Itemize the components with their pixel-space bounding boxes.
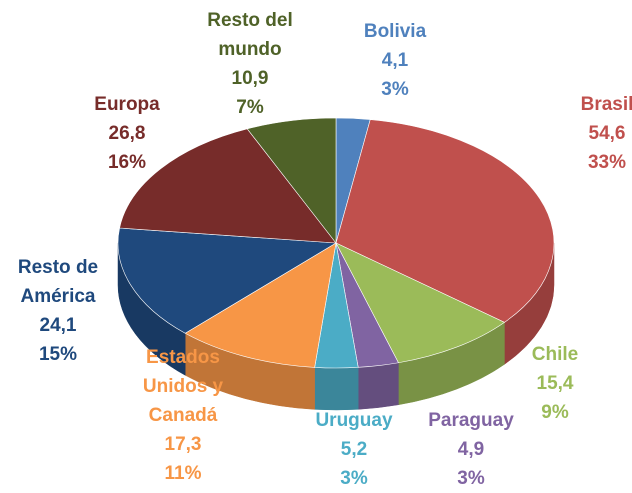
slice-label: Resto de América 24,1 15% [3,253,113,369]
share-label: 16% [107,152,147,173]
share-label: 9% [541,402,569,423]
category: Estados Unidos y Canadá [142,347,224,426]
category: Paraguay [428,410,514,431]
category: Chile [531,344,579,365]
category: Europa [94,94,160,115]
slice [335,119,555,323]
share-label: 15% [38,344,78,365]
value-label: 5,2 [340,439,368,460]
category: Resto del mundo [207,10,293,60]
value-label: 4,9 [457,439,485,460]
slice-side [314,367,359,411]
slice-label: Estados Unidos y Canadá 17,3 11% [128,343,238,488]
value-label: 26,8 [108,123,146,144]
share-label: 3% [340,468,368,489]
slice-label: Brasil 54,6 33% [557,90,632,177]
slice [119,128,337,244]
slice [184,242,337,368]
value-label: 15,4 [536,373,574,394]
slice-label: Uruguay 5,2 3% [294,406,414,493]
category: Brasil [580,94,632,115]
category: Resto de América [17,257,99,307]
value-label: 24,1 [39,315,77,336]
share-label: 7% [236,97,264,118]
value-label: 10,9 [231,68,269,89]
slice-label: Chile 15,4 9% [505,340,605,427]
slice-label: Bolivia 4,1 3% [325,17,465,104]
category: Uruguay [315,410,393,431]
slice-side [357,362,399,410]
share-label: 3% [381,79,409,100]
slice-label: Paraguay 4,9 3% [411,406,531,493]
slice-label: Europa 26,8 16% [77,90,177,177]
category: Bolivia [363,21,427,42]
slice-label: Resto del mundo 10,9 7% [190,6,310,122]
slice [246,117,337,244]
slice [335,242,506,364]
value-label: 54,6 [588,123,626,144]
share-label: 33% [587,152,627,173]
slice [117,227,337,334]
value-label: 4,1 [381,50,409,71]
value-label: 17,3 [164,434,202,455]
share-label: 3% [457,468,485,489]
share-label: 11% [164,463,202,484]
